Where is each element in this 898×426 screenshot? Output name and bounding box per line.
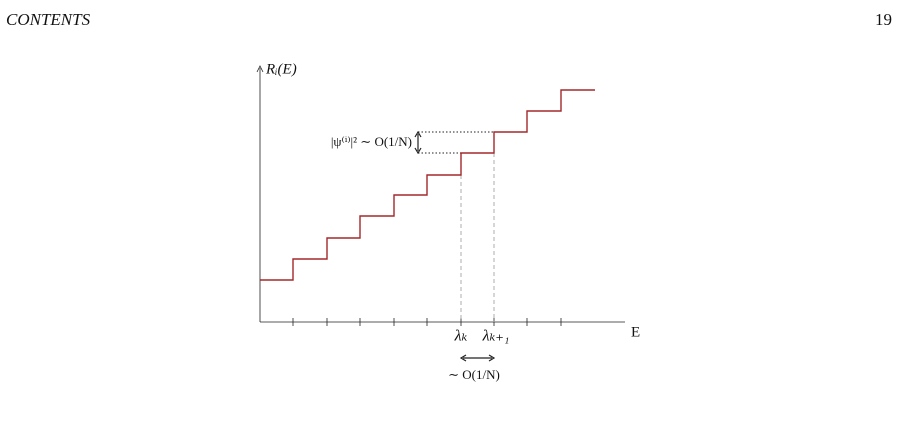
dotted-lines	[418, 131, 494, 154]
guide-lines	[460, 153, 495, 322]
y-axis-label: Rᵢ(E)	[265, 61, 297, 77]
x-axis-label: E	[631, 324, 640, 340]
header-title: CONTENTS	[6, 10, 91, 29]
step-arrow	[414, 130, 422, 155]
spacing-arrow	[459, 354, 496, 362]
marker-label: λₖ₊₁	[482, 328, 510, 345]
y-arrow	[256, 65, 264, 73]
staircase	[260, 89, 595, 281]
page-number: 19	[875, 10, 892, 29]
step-height-label: |ψ⁽ⁱ⁾|² ∼ O(1/N)	[331, 134, 412, 149]
spacing-label: ∼ O(1/N)	[448, 367, 500, 382]
x-ticks	[292, 318, 562, 326]
diagram	[256, 65, 625, 362]
marker-label: λₖ	[454, 328, 468, 345]
